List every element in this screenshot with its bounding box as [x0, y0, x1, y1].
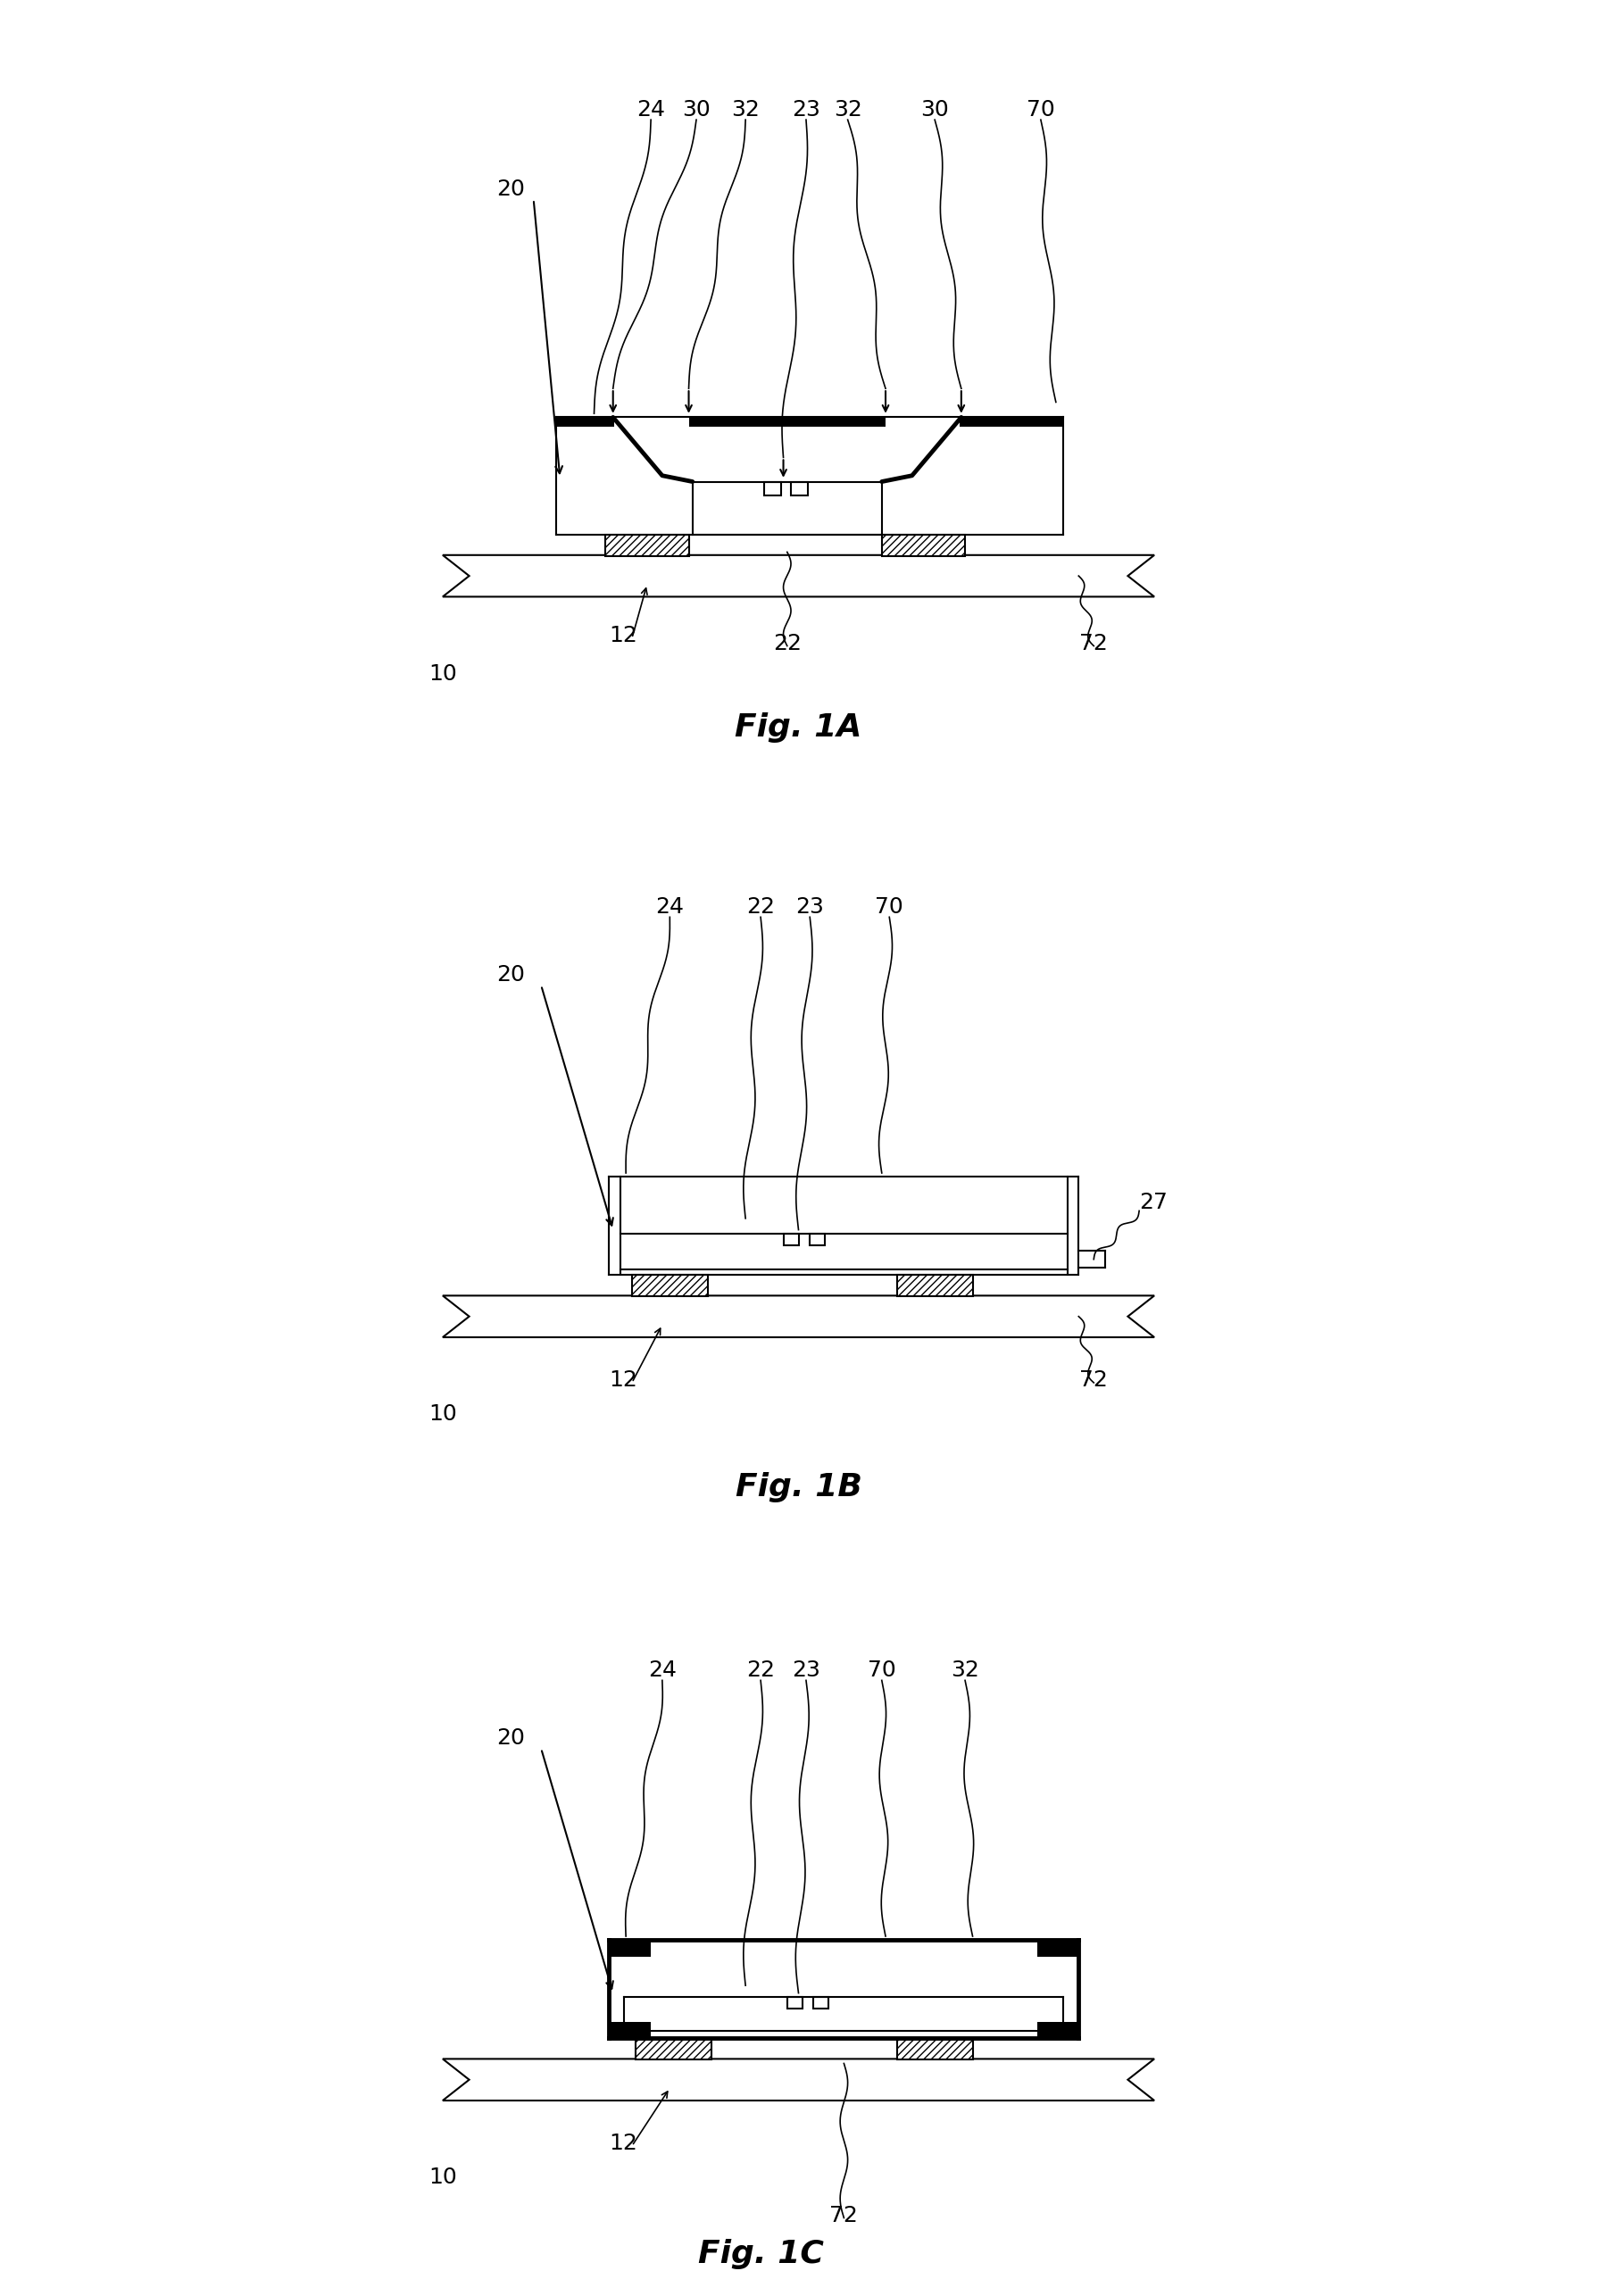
Bar — [882, 535, 965, 556]
Text: Fig. 1A: Fig. 1A — [735, 712, 862, 744]
Bar — [1036, 2023, 1078, 2039]
Text: 22: 22 — [746, 1660, 775, 1681]
Bar — [608, 2023, 652, 2039]
Bar — [556, 418, 615, 427]
Text: Fig. 1B: Fig. 1B — [735, 1472, 862, 1502]
Text: 72: 72 — [1080, 634, 1108, 654]
Bar — [636, 2039, 711, 2060]
Text: 24: 24 — [655, 895, 684, 918]
Text: 32: 32 — [731, 99, 760, 119]
Text: 12: 12 — [608, 1368, 637, 1391]
Bar — [813, 1998, 829, 2009]
Bar — [898, 2039, 973, 2060]
Text: 20: 20 — [497, 964, 525, 985]
Bar — [960, 418, 1064, 427]
Polygon shape — [442, 2060, 1155, 2101]
Text: Fig. 1C: Fig. 1C — [698, 2239, 824, 2268]
Bar — [608, 1940, 652, 1956]
Text: 12: 12 — [608, 625, 637, 647]
Bar — [898, 1274, 973, 1297]
Bar — [810, 1233, 826, 1244]
Text: 72: 72 — [1080, 1368, 1108, 1391]
Text: 70: 70 — [875, 895, 904, 918]
Polygon shape — [442, 1295, 1155, 1336]
Bar — [632, 1274, 707, 1297]
Text: 22: 22 — [773, 634, 802, 654]
Text: 23: 23 — [792, 99, 821, 119]
Text: 23: 23 — [795, 895, 824, 918]
Bar — [605, 535, 688, 556]
Text: 27: 27 — [1139, 1192, 1167, 1212]
Text: 12: 12 — [608, 2133, 637, 2154]
Text: 70: 70 — [1027, 99, 1056, 119]
Polygon shape — [442, 556, 1155, 597]
Text: 32: 32 — [950, 1660, 979, 1681]
Bar — [791, 482, 808, 496]
Text: 30: 30 — [920, 99, 949, 119]
Text: 24: 24 — [637, 99, 666, 119]
Bar — [787, 1998, 802, 2009]
Text: 20: 20 — [497, 179, 525, 200]
Text: 10: 10 — [428, 664, 457, 684]
Bar — [784, 1233, 798, 1244]
Text: 30: 30 — [682, 99, 711, 119]
Text: 20: 20 — [497, 1729, 525, 1750]
Text: 23: 23 — [792, 1660, 821, 1681]
Bar — [688, 418, 886, 427]
Text: 70: 70 — [867, 1660, 896, 1681]
Text: 22: 22 — [746, 895, 775, 918]
Text: 10: 10 — [428, 2167, 457, 2188]
Text: 32: 32 — [834, 99, 862, 119]
Text: 72: 72 — [830, 2204, 858, 2227]
Bar — [765, 482, 781, 496]
Bar — [1036, 1940, 1078, 1956]
Text: 10: 10 — [428, 1403, 457, 1426]
Text: 24: 24 — [648, 1660, 677, 1681]
